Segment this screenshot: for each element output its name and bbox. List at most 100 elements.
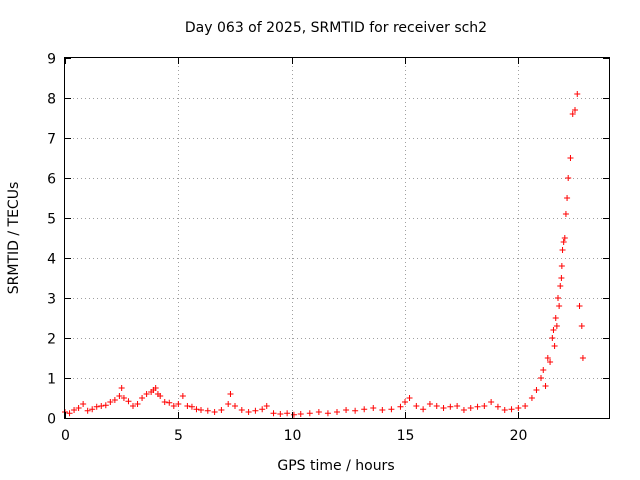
data-point: [549, 335, 556, 341]
data-point: [467, 405, 474, 411]
data-point: [130, 403, 136, 409]
data-point: [522, 403, 529, 409]
data-point: [211, 409, 218, 415]
x-tick-label: 5: [174, 428, 183, 444]
data-point: [560, 239, 567, 245]
data-point: [454, 403, 461, 409]
data-point: [474, 403, 481, 410]
x-axis-label: GPS time / hours: [277, 458, 394, 474]
y-tick-label: 1: [47, 372, 56, 388]
data-point: [75, 405, 82, 411]
data-point: [538, 375, 544, 381]
data-point: [567, 155, 574, 161]
data-point: [139, 395, 146, 401]
data-point: [544, 355, 551, 361]
data-point: [80, 401, 87, 407]
y-axis-label: SRMTID / TECUs: [6, 182, 22, 295]
data-point: [343, 407, 350, 413]
data-point: [161, 399, 168, 405]
data-point: [528, 395, 535, 401]
data-point: [315, 409, 322, 415]
data-point: [576, 303, 583, 309]
data-point: [152, 385, 159, 391]
data-point: [572, 107, 578, 113]
data-point: [426, 401, 433, 407]
data-point: [204, 407, 211, 414]
data-point: [565, 175, 572, 181]
data-point: [125, 398, 132, 405]
y-tick-label: 5: [47, 212, 56, 228]
data-point: [118, 385, 125, 391]
data-point: [553, 323, 560, 329]
data-point: [420, 406, 427, 413]
data-point: [245, 409, 252, 415]
data-point: [556, 303, 563, 309]
data-point: [166, 399, 173, 406]
grid-layer: [65, 58, 609, 418]
y-tick-label: 4: [47, 252, 56, 268]
data-point: [259, 406, 266, 413]
data-point: [98, 403, 105, 409]
tick-layer: 0 5 10 15 20 0 1 2 3 4 5 6 7 8 9: [47, 52, 609, 444]
data-point: [107, 399, 114, 405]
y-tick-label: 0: [47, 412, 56, 428]
y-tick-label: 9: [47, 52, 56, 68]
data-point: [501, 407, 508, 413]
data-point: [157, 393, 164, 399]
data-point: [352, 407, 359, 414]
y-tick-label: 3: [47, 292, 56, 308]
data-point: [324, 410, 331, 417]
x-tick-label: 20: [510, 428, 528, 444]
data-point: [225, 401, 232, 407]
data-point: [170, 403, 177, 409]
data-point: [252, 407, 259, 414]
data-point: [277, 411, 284, 417]
data-point: [552, 315, 559, 321]
y-tick-label: 8: [47, 92, 56, 108]
data-point: [515, 405, 522, 411]
data-point: [533, 387, 540, 393]
data-point: [184, 403, 191, 409]
data-point: [270, 410, 277, 417]
data-point: [93, 403, 100, 410]
plot-frame: [64, 57, 610, 419]
data-point: [334, 409, 340, 415]
data-point: [71, 407, 78, 413]
data-point: [447, 403, 454, 410]
data-point: [494, 403, 501, 410]
y-tick-label: 7: [47, 132, 56, 148]
data-point: [558, 275, 565, 281]
data-point: [175, 401, 182, 407]
data-points: [62, 91, 586, 418]
data-point: [578, 323, 585, 329]
data-point: [238, 407, 245, 413]
data-point: [388, 406, 395, 413]
data-point: [574, 91, 581, 97]
data-point: [440, 405, 447, 411]
y-tick-label: 6: [47, 172, 56, 188]
data-point: [561, 235, 568, 241]
data-point: [406, 395, 413, 401]
data-point: [218, 407, 225, 413]
data-point: [102, 402, 109, 409]
data-point: [143, 391, 150, 397]
data-point: [481, 403, 488, 409]
data-point: [290, 411, 297, 418]
data-point: [134, 401, 141, 407]
data-point: [555, 295, 561, 301]
data-point: [558, 263, 565, 269]
data-point: [179, 393, 186, 399]
data-point: [557, 283, 564, 289]
data-point: [460, 407, 467, 413]
chart-title: Day 063 of 2025, SRMTID for receiver sch…: [185, 20, 487, 36]
data-point: [379, 407, 386, 413]
data-point: [284, 410, 291, 417]
data-point: [84, 407, 91, 414]
data-point: [188, 403, 195, 410]
data-point: [89, 406, 96, 413]
data-point: [488, 399, 495, 405]
data-point: [232, 403, 238, 409]
data-point: [306, 410, 313, 417]
data-point: [198, 407, 204, 413]
data-point: [508, 406, 515, 413]
